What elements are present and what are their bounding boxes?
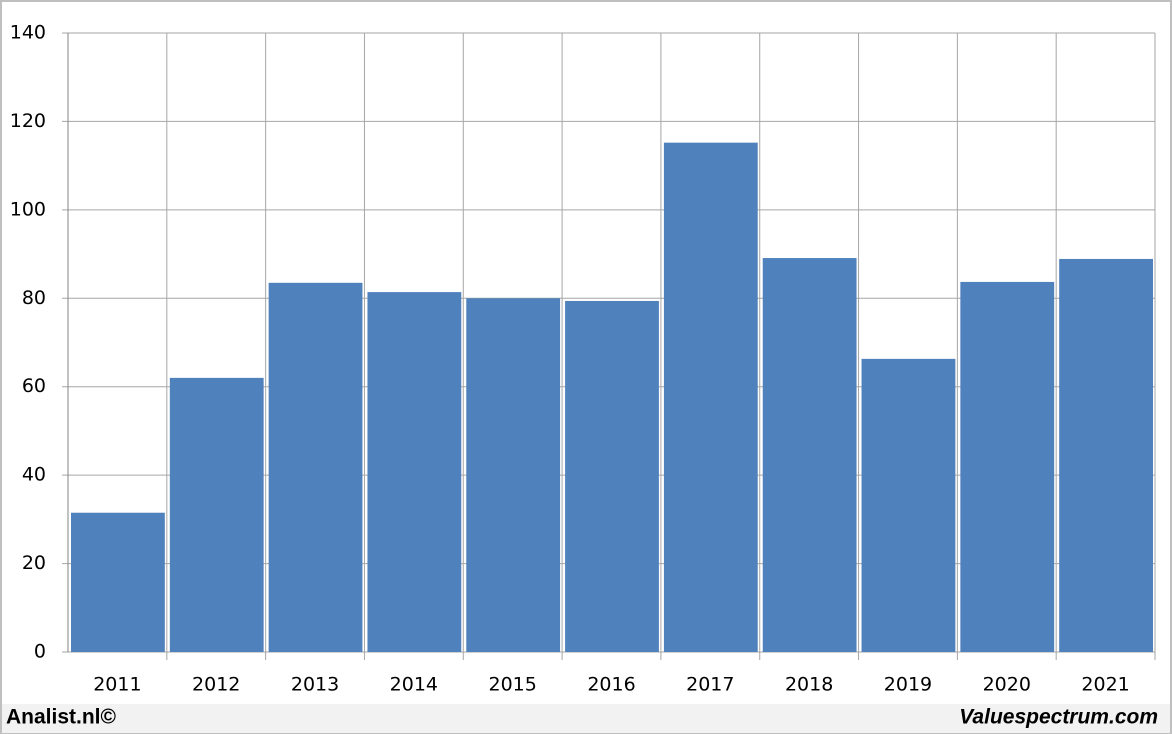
- bar: [466, 298, 561, 652]
- x-tick-label: 2020: [983, 674, 1031, 696]
- bar: [663, 142, 758, 652]
- y-tick-label: 80: [22, 287, 46, 309]
- x-tick-label: 2012: [192, 674, 240, 696]
- x-tick-label: 2015: [489, 674, 537, 696]
- bar: [1059, 258, 1153, 652]
- y-tick-label: 20: [22, 552, 46, 574]
- y-tick-label: 60: [22, 375, 46, 397]
- bar: [861, 358, 956, 652]
- bar: [565, 300, 659, 652]
- footer-bar: [2, 704, 1170, 733]
- footer-right: Valuespectrum.com: [959, 706, 1158, 729]
- bar: [71, 512, 165, 652]
- bar: [960, 281, 1055, 652]
- x-tick-label: 2014: [390, 674, 438, 696]
- x-tick-label: 2021: [1081, 674, 1129, 696]
- x-tick-label: 2013: [291, 674, 339, 696]
- bar: [367, 292, 462, 652]
- y-tick-label: 40: [22, 464, 46, 486]
- bar: [169, 377, 264, 652]
- bar: [762, 258, 857, 652]
- x-tick-label: 2016: [587, 674, 635, 696]
- bar: [268, 282, 363, 652]
- y-tick-label: 100: [10, 198, 46, 220]
- y-tick-label: 140: [10, 22, 46, 44]
- y-tick-label: 0: [34, 641, 46, 663]
- x-tick-label: 2017: [686, 674, 734, 696]
- footer-left: Analist.nl©: [6, 706, 117, 729]
- x-tick-label: 2011: [93, 674, 141, 696]
- x-tick-label: 2019: [884, 674, 932, 696]
- y-tick-label: 120: [10, 110, 46, 132]
- x-tick-label: 2018: [785, 674, 833, 696]
